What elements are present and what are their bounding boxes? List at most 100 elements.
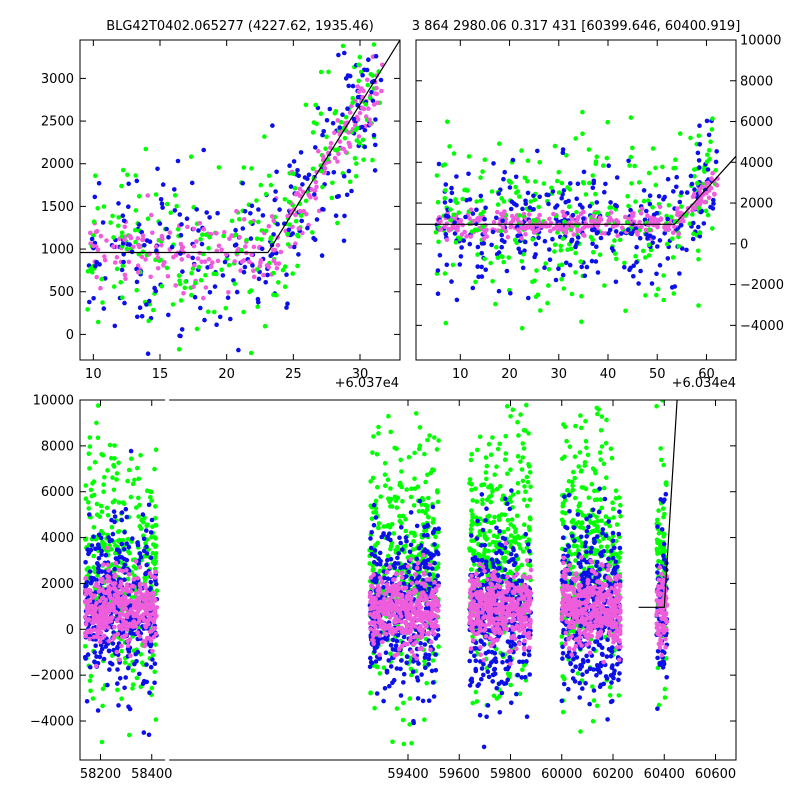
data-point [274, 266, 280, 271]
data-point [355, 117, 361, 122]
data-point [110, 475, 115, 480]
data-point [144, 662, 149, 667]
model-line [80, 40, 400, 254]
data-point [155, 266, 161, 271]
data-point [492, 651, 498, 656]
data-point [525, 542, 531, 547]
x-tick-label: 40 [600, 367, 617, 382]
data-point [94, 512, 100, 517]
data-point [542, 238, 548, 244]
data-point [94, 663, 99, 669]
data-point [140, 615, 146, 621]
data-point [371, 132, 377, 138]
data-point [375, 100, 380, 106]
data-point [366, 106, 371, 111]
data-point [524, 503, 530, 509]
data-point [160, 205, 165, 210]
data-point [371, 434, 376, 439]
data-point [448, 198, 453, 204]
y-tick-label: 0 [66, 328, 74, 343]
data-point [411, 539, 416, 544]
data-point [483, 205, 488, 211]
data-point [596, 210, 601, 215]
data-point [508, 551, 514, 557]
data-point [479, 492, 485, 497]
y-tick-label: 2500 [41, 115, 74, 130]
data-point [215, 210, 220, 216]
data-point [450, 225, 455, 231]
data-point [355, 84, 361, 89]
data-point [379, 88, 384, 94]
data-point [282, 264, 288, 269]
data-point [475, 252, 480, 257]
data-point [586, 147, 592, 152]
data-point [664, 241, 670, 247]
data-point [562, 213, 568, 218]
data-point [120, 241, 126, 246]
data-point [684, 247, 689, 253]
data-point [388, 651, 393, 656]
data-point [176, 273, 182, 278]
data-point [248, 211, 253, 216]
data-point [503, 433, 509, 439]
data-point [435, 565, 441, 570]
data-point [388, 496, 394, 502]
data-point [626, 216, 632, 222]
data-point [510, 492, 516, 497]
data-point [249, 252, 254, 257]
data-point [174, 203, 179, 209]
data-point [268, 182, 274, 188]
data-point [528, 484, 533, 490]
data-point [546, 267, 552, 272]
data-point [240, 226, 246, 231]
data-point [234, 289, 240, 295]
data-point [373, 53, 379, 59]
data-point [508, 467, 513, 473]
data-point [564, 153, 569, 158]
data-point [126, 544, 132, 550]
data-point [110, 641, 116, 646]
data-point [385, 557, 390, 563]
data-point [116, 201, 121, 206]
data-point [569, 239, 574, 244]
data-point [321, 129, 327, 134]
data-point [692, 174, 697, 179]
data-point [95, 631, 100, 636]
data-point [547, 216, 552, 222]
data-point [235, 248, 240, 253]
data-point [127, 706, 133, 712]
data-point [513, 527, 518, 532]
x-tick-label: 60 [698, 367, 715, 382]
data-point [477, 552, 482, 558]
data-point [423, 479, 428, 485]
data-point [432, 579, 437, 585]
data-point [469, 533, 474, 538]
data-point [346, 140, 352, 146]
data-point [433, 636, 439, 641]
data-point [148, 495, 153, 500]
data-point [408, 557, 413, 562]
data-point [166, 312, 171, 318]
data-point [177, 212, 183, 217]
data-point [220, 273, 226, 278]
data-point [100, 300, 105, 305]
data-point [514, 202, 519, 208]
data-point [104, 505, 110, 511]
data-point [500, 652, 506, 657]
data-point [454, 174, 459, 179]
data-point [582, 225, 587, 230]
data-point [469, 522, 474, 528]
data-point [146, 502, 152, 508]
data-point [408, 616, 414, 621]
data-point [114, 266, 120, 272]
data-point [512, 642, 518, 647]
data-point [369, 89, 374, 95]
data-point [692, 187, 697, 192]
data-point [574, 209, 579, 215]
data-point [105, 513, 111, 518]
data-point [400, 499, 405, 504]
data-point [486, 441, 492, 447]
data-point [482, 256, 487, 262]
data-point [332, 130, 337, 135]
data-point [242, 264, 248, 270]
